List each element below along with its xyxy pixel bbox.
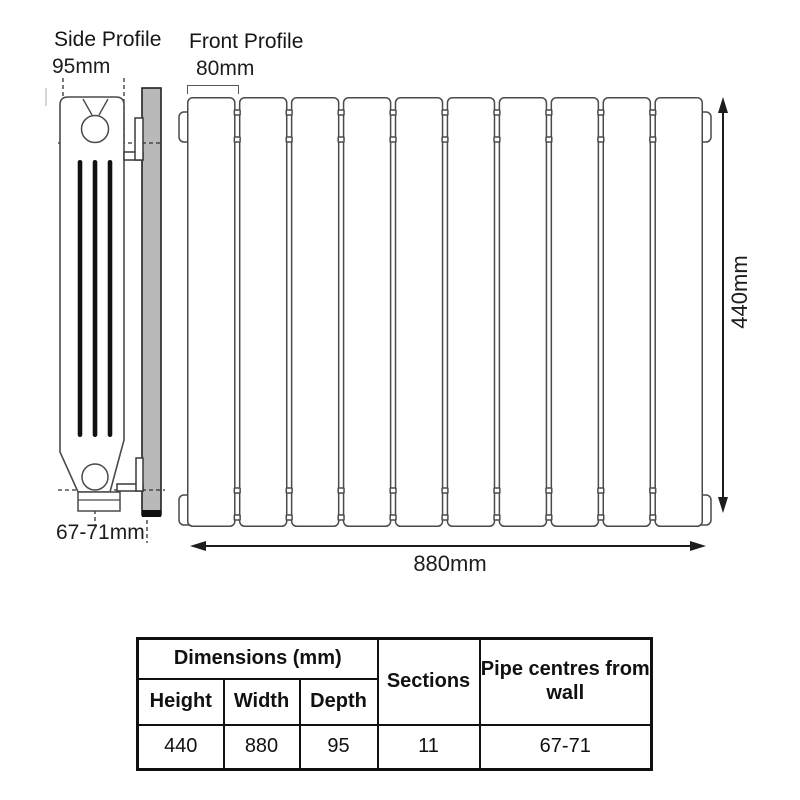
arrowhead-right bbox=[690, 541, 706, 551]
bottom-base bbox=[77, 491, 121, 512]
section-width-bracket bbox=[187, 85, 239, 94]
depth-value-cell: 95 bbox=[298, 723, 379, 771]
depth-header-cell: Depth bbox=[298, 677, 379, 726]
radiator-section bbox=[342, 97, 392, 527]
arrowhead-down bbox=[718, 497, 728, 513]
section-connector bbox=[545, 136, 553, 143]
width-arrow bbox=[190, 541, 706, 551]
front-profile-drawing bbox=[178, 97, 712, 527]
section-connector bbox=[233, 136, 241, 143]
arrowhead-up bbox=[718, 97, 728, 113]
funnel-left bbox=[82, 98, 93, 116]
section-connector bbox=[285, 136, 293, 143]
side-depth-label: 95mm bbox=[52, 55, 111, 78]
radiator-section bbox=[654, 97, 703, 527]
top-pipe bbox=[80, 114, 110, 144]
radiator-section bbox=[187, 97, 236, 527]
bottom-bracket-upright bbox=[135, 457, 144, 492]
side-body bbox=[59, 96, 125, 493]
arrowhead-left bbox=[190, 541, 206, 551]
bottom-pipe bbox=[81, 463, 109, 491]
funnel-right bbox=[98, 98, 109, 116]
dimensions-header-cell: Dimensions (mm) bbox=[136, 637, 379, 680]
section-connector bbox=[233, 514, 241, 521]
section-connector bbox=[337, 487, 345, 494]
sections-value-cell: 11 bbox=[376, 723, 481, 771]
height-value-cell: 440 bbox=[136, 723, 225, 771]
radiator-section bbox=[602, 97, 652, 527]
section-connector bbox=[441, 487, 449, 494]
section-connector bbox=[389, 109, 397, 116]
section-connector bbox=[545, 514, 553, 521]
section-connector bbox=[389, 487, 397, 494]
section-connector bbox=[493, 136, 501, 143]
section-connector bbox=[493, 109, 501, 116]
side-profile-title: Side Profile bbox=[54, 28, 162, 51]
side-profile-drawing bbox=[45, 78, 165, 543]
width-value-cell: 880 bbox=[222, 723, 301, 771]
wall-brackets bbox=[116, 117, 144, 492]
section-connector bbox=[649, 514, 657, 521]
section-connector bbox=[597, 109, 605, 116]
section-connector bbox=[649, 109, 657, 116]
section-connector bbox=[337, 109, 345, 116]
section-connector bbox=[597, 487, 605, 494]
height-header-cell: Height bbox=[136, 677, 225, 726]
section-connector bbox=[389, 514, 397, 521]
section-connector bbox=[493, 487, 501, 494]
section-width-label: 80mm bbox=[196, 57, 255, 80]
radiator-section bbox=[550, 97, 600, 527]
radiator-section bbox=[498, 97, 548, 527]
section-connector bbox=[285, 487, 293, 494]
section-connector bbox=[493, 514, 501, 521]
sections-header-cell: Sections bbox=[376, 637, 481, 726]
width-header-cell: Width bbox=[222, 677, 301, 726]
section-connector bbox=[337, 136, 345, 143]
section-connector bbox=[545, 487, 553, 494]
radiator-section bbox=[238, 97, 288, 527]
pipe-centres-value-cell: 67-71 bbox=[478, 723, 653, 771]
section-connector bbox=[649, 136, 657, 143]
wall bbox=[141, 87, 162, 516]
width-dimension-label: 880mm bbox=[413, 551, 487, 576]
section-connector bbox=[597, 514, 605, 521]
spec-table: Dimensions (mm) Sections Pipe centres fr… bbox=[136, 637, 653, 771]
pipe-centres-header-cell: Pipe centres from wall bbox=[478, 637, 653, 726]
section-connector bbox=[337, 514, 345, 521]
radiator-section bbox=[290, 97, 340, 527]
wall-base-cap bbox=[142, 510, 161, 517]
pipe-centres-label: 67-71mm bbox=[56, 521, 145, 544]
section-connector bbox=[545, 109, 553, 116]
section-connector bbox=[285, 514, 293, 521]
section-connector bbox=[441, 109, 449, 116]
fins bbox=[77, 160, 113, 437]
section-connector bbox=[649, 487, 657, 494]
section-connector bbox=[441, 514, 449, 521]
radiator-section bbox=[394, 97, 444, 527]
section-connector bbox=[233, 487, 241, 494]
section-connector bbox=[597, 136, 605, 143]
section-connector bbox=[233, 109, 241, 116]
front-profile-title: Front Profile bbox=[189, 30, 304, 53]
top-bracket-upright bbox=[134, 117, 144, 161]
radiator-section bbox=[446, 97, 496, 527]
height-arrow bbox=[718, 97, 728, 513]
section-connector bbox=[389, 136, 397, 143]
section-connector bbox=[441, 136, 449, 143]
section-connector bbox=[285, 109, 293, 116]
